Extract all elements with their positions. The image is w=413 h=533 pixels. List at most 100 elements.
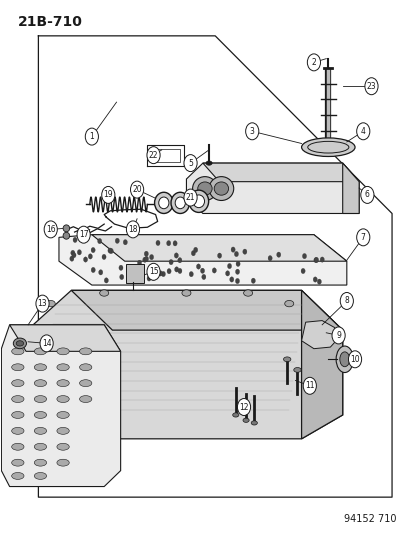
Circle shape [360, 187, 373, 204]
Circle shape [147, 276, 151, 281]
Ellipse shape [100, 290, 109, 296]
Circle shape [97, 238, 102, 244]
Circle shape [149, 254, 153, 260]
Circle shape [212, 268, 216, 273]
Polygon shape [92, 235, 346, 261]
Circle shape [174, 266, 178, 272]
Circle shape [144, 251, 148, 256]
Circle shape [166, 269, 171, 274]
Ellipse shape [57, 364, 69, 370]
Ellipse shape [206, 161, 211, 165]
Text: 22: 22 [148, 151, 158, 160]
Ellipse shape [34, 348, 47, 355]
Circle shape [178, 268, 182, 273]
Circle shape [119, 265, 123, 270]
Circle shape [108, 248, 112, 253]
Ellipse shape [242, 418, 249, 422]
Text: 10: 10 [349, 355, 359, 364]
Ellipse shape [63, 232, 69, 239]
Ellipse shape [57, 379, 69, 386]
Ellipse shape [34, 395, 47, 402]
Polygon shape [202, 163, 358, 182]
Text: 2: 2 [311, 58, 316, 67]
Circle shape [85, 128, 98, 145]
Text: 15: 15 [148, 268, 158, 276]
FancyBboxPatch shape [126, 264, 144, 284]
Circle shape [268, 255, 271, 261]
Ellipse shape [12, 427, 24, 434]
Text: 4: 4 [360, 127, 365, 136]
Circle shape [306, 54, 320, 71]
Circle shape [102, 254, 106, 260]
Ellipse shape [154, 192, 173, 214]
Circle shape [196, 264, 200, 269]
Circle shape [147, 147, 160, 164]
Circle shape [201, 274, 205, 280]
Ellipse shape [16, 341, 24, 346]
Ellipse shape [34, 411, 47, 418]
Circle shape [102, 187, 115, 204]
Circle shape [137, 260, 141, 265]
Circle shape [242, 249, 246, 254]
Circle shape [70, 256, 74, 261]
Circle shape [152, 273, 156, 278]
Ellipse shape [197, 182, 211, 195]
Circle shape [77, 226, 90, 243]
Ellipse shape [251, 421, 257, 425]
Circle shape [123, 239, 127, 245]
Polygon shape [301, 290, 342, 439]
Polygon shape [9, 325, 120, 351]
Ellipse shape [12, 443, 24, 450]
Circle shape [356, 123, 369, 140]
Ellipse shape [34, 443, 47, 450]
Circle shape [77, 249, 81, 255]
Circle shape [174, 253, 178, 258]
Circle shape [193, 247, 197, 253]
Circle shape [251, 278, 255, 284]
Circle shape [319, 257, 323, 262]
Circle shape [191, 251, 195, 256]
Ellipse shape [243, 290, 252, 296]
Circle shape [235, 269, 239, 274]
Circle shape [183, 155, 197, 172]
Circle shape [36, 295, 49, 312]
Circle shape [348, 351, 361, 368]
Ellipse shape [79, 395, 92, 402]
Circle shape [98, 270, 102, 275]
Ellipse shape [12, 411, 24, 418]
Ellipse shape [46, 301, 55, 307]
Polygon shape [1, 325, 120, 487]
Circle shape [229, 277, 233, 282]
Circle shape [217, 253, 221, 259]
Text: 5: 5 [188, 159, 192, 167]
Circle shape [91, 268, 95, 272]
Circle shape [177, 257, 181, 263]
Circle shape [40, 335, 53, 352]
Text: 16: 16 [46, 225, 55, 234]
Circle shape [156, 240, 160, 246]
Ellipse shape [12, 395, 24, 402]
Ellipse shape [181, 290, 190, 296]
Circle shape [314, 257, 318, 263]
Ellipse shape [63, 225, 69, 232]
Circle shape [356, 229, 369, 246]
Circle shape [300, 268, 304, 273]
Circle shape [276, 252, 280, 257]
Polygon shape [301, 320, 338, 349]
Ellipse shape [57, 443, 69, 450]
Circle shape [88, 254, 92, 259]
Ellipse shape [12, 472, 24, 479]
Ellipse shape [293, 368, 300, 372]
Ellipse shape [79, 364, 92, 370]
Circle shape [331, 327, 344, 344]
Ellipse shape [57, 459, 69, 466]
Circle shape [237, 399, 250, 416]
Circle shape [83, 257, 88, 262]
Circle shape [234, 252, 238, 257]
Circle shape [302, 377, 316, 394]
Circle shape [166, 240, 170, 246]
Ellipse shape [171, 192, 189, 214]
Ellipse shape [12, 348, 24, 355]
Circle shape [44, 221, 57, 238]
Ellipse shape [12, 379, 24, 386]
